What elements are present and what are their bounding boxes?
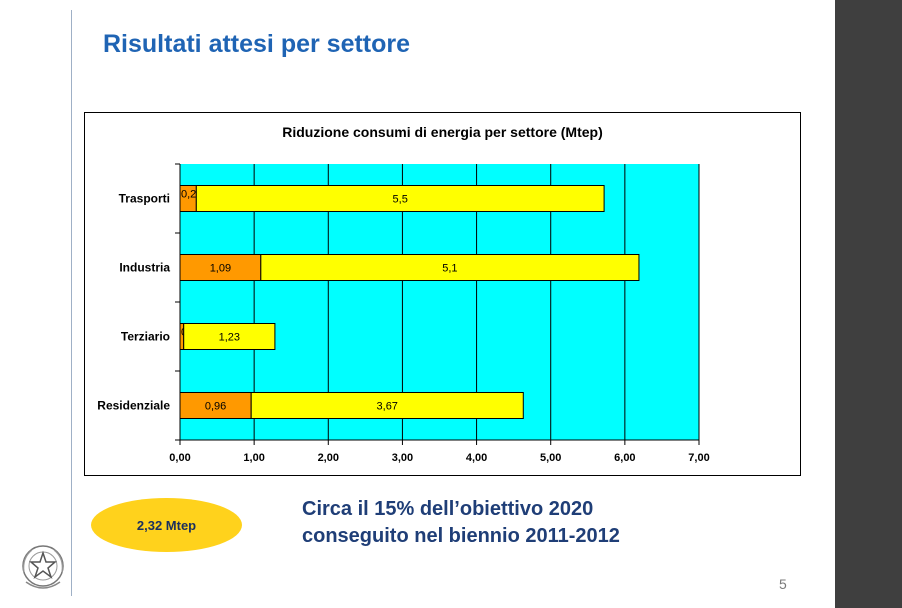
x-tick-label: 5,00 [540,452,561,464]
note-line-1: Circa il 15% dell’obiettivo 2020 [302,498,594,520]
bar-segment [179,392,252,419]
category-label: Residenziale [97,399,170,413]
chart-container: Riduzione consumi di energia per settore… [84,112,801,476]
bar-segment [195,185,605,212]
category-label: Trasporti [119,192,170,206]
data-label: 5,5 [393,194,408,206]
x-tick-label: 7,00 [688,452,709,464]
page-title: Risultati attesi per settore [103,30,411,58]
window-side-strip [835,0,902,608]
data-label: 1,09 [210,263,231,275]
x-tick-label: 6,00 [614,452,635,464]
bar-segment [260,254,640,281]
summary-badge-label: 2,32 Mtep [136,517,197,533]
x-tick-label: 1,00 [243,452,264,464]
page-number: 5 [779,576,787,592]
data-label: 1,23 [219,332,240,344]
bar-chart: 0,00 1,00 2,00 3,00 4,00 5,00 6,00 7,00 Trasport… [97,163,710,464]
slide: Risultati attesi per settore Riduzione c… [0,0,835,608]
bar-segment [250,392,524,419]
x-tick-label: 2,00 [318,452,339,464]
data-label: 5,1 [442,263,457,275]
bar-segment [179,254,262,281]
note-line-2: conseguito nel biennio 2011-2012 [302,525,620,547]
data-label: 0,96 [205,401,226,413]
category-label: Industria [119,261,170,275]
x-tick-label: 3,00 [392,452,413,464]
x-tick-label: 4,00 [466,452,487,464]
chart-title: Riduzione consumi di energia per settore… [282,124,603,140]
x-tick-label: 0,00 [169,452,190,464]
data-label: 3,67 [377,401,398,413]
summary-badge: 2,32 Mtep [91,498,242,552]
bar-segment [183,323,276,350]
note-text: Circa il 15% dell’obiettivo 2020 consegu… [302,496,620,550]
left-divider [71,10,72,596]
italian-republic-emblem-icon [22,545,64,589]
category-label: Terziario [121,330,170,344]
